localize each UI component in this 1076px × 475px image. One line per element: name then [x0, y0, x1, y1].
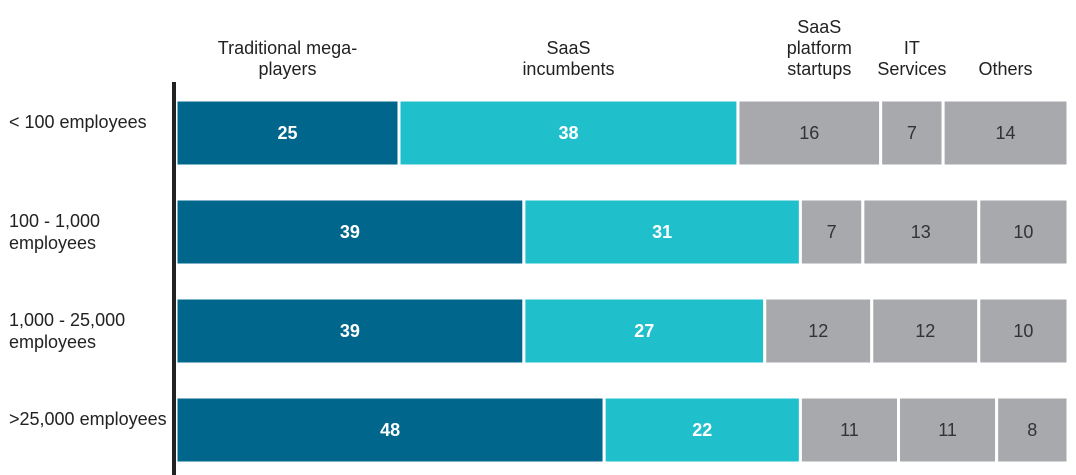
- value-label: 27: [634, 321, 654, 341]
- value-label: 31: [652, 222, 672, 242]
- bar-segment: [736, 98, 883, 168]
- legend-label: Others: [978, 59, 1033, 79]
- value-label: 22: [692, 420, 712, 440]
- bar-segment: [977, 197, 1070, 267]
- value-label: 38: [558, 123, 578, 143]
- category-label: < 100 employees: [9, 112, 147, 132]
- legend-label: SaaS platform startups: [786, 17, 852, 79]
- category-label: 1,000 - 25,000 employees: [9, 310, 126, 352]
- value-label: 11: [938, 420, 957, 440]
- value-label: 39: [340, 222, 360, 242]
- bar-segment: [174, 296, 526, 366]
- bar-segment: [174, 395, 606, 465]
- bar-segment: [995, 395, 1070, 465]
- bar-segment: [798, 197, 865, 267]
- bar-segment: [397, 98, 740, 168]
- value-label: 39: [340, 321, 360, 341]
- bar-segment: [977, 296, 1070, 366]
- value-label: 7: [827, 222, 837, 242]
- value-label: 16: [799, 123, 819, 143]
- bar-segment: [522, 197, 802, 267]
- value-label: 14: [996, 123, 1016, 143]
- legend-label: Traditional mega-players: [217, 38, 358, 79]
- value-label: 10: [1013, 222, 1033, 242]
- bar-segment: [174, 197, 526, 267]
- bar-segment: [941, 98, 1070, 168]
- bar-segment: [870, 296, 981, 366]
- value-label: 13: [911, 222, 931, 242]
- value-label: 7: [907, 123, 917, 143]
- value-label: 10: [1013, 321, 1033, 341]
- legend-label: IT Services: [877, 38, 947, 79]
- value-label: 12: [915, 321, 935, 341]
- value-label: 25: [277, 123, 297, 143]
- value-label: 8: [1027, 420, 1037, 440]
- category-label: >25,000 employees: [9, 409, 167, 429]
- bar-segment: [763, 296, 874, 366]
- legend-label: SaaS incumbents: [522, 38, 615, 79]
- value-label: 48: [380, 420, 400, 440]
- bar-segment: [522, 296, 767, 366]
- category-label: 100 - 1,000 employees: [9, 211, 101, 253]
- bar-segment: [861, 197, 981, 267]
- bar-segment: [602, 395, 802, 465]
- value-label: 11: [840, 420, 859, 440]
- value-label: 12: [808, 321, 828, 341]
